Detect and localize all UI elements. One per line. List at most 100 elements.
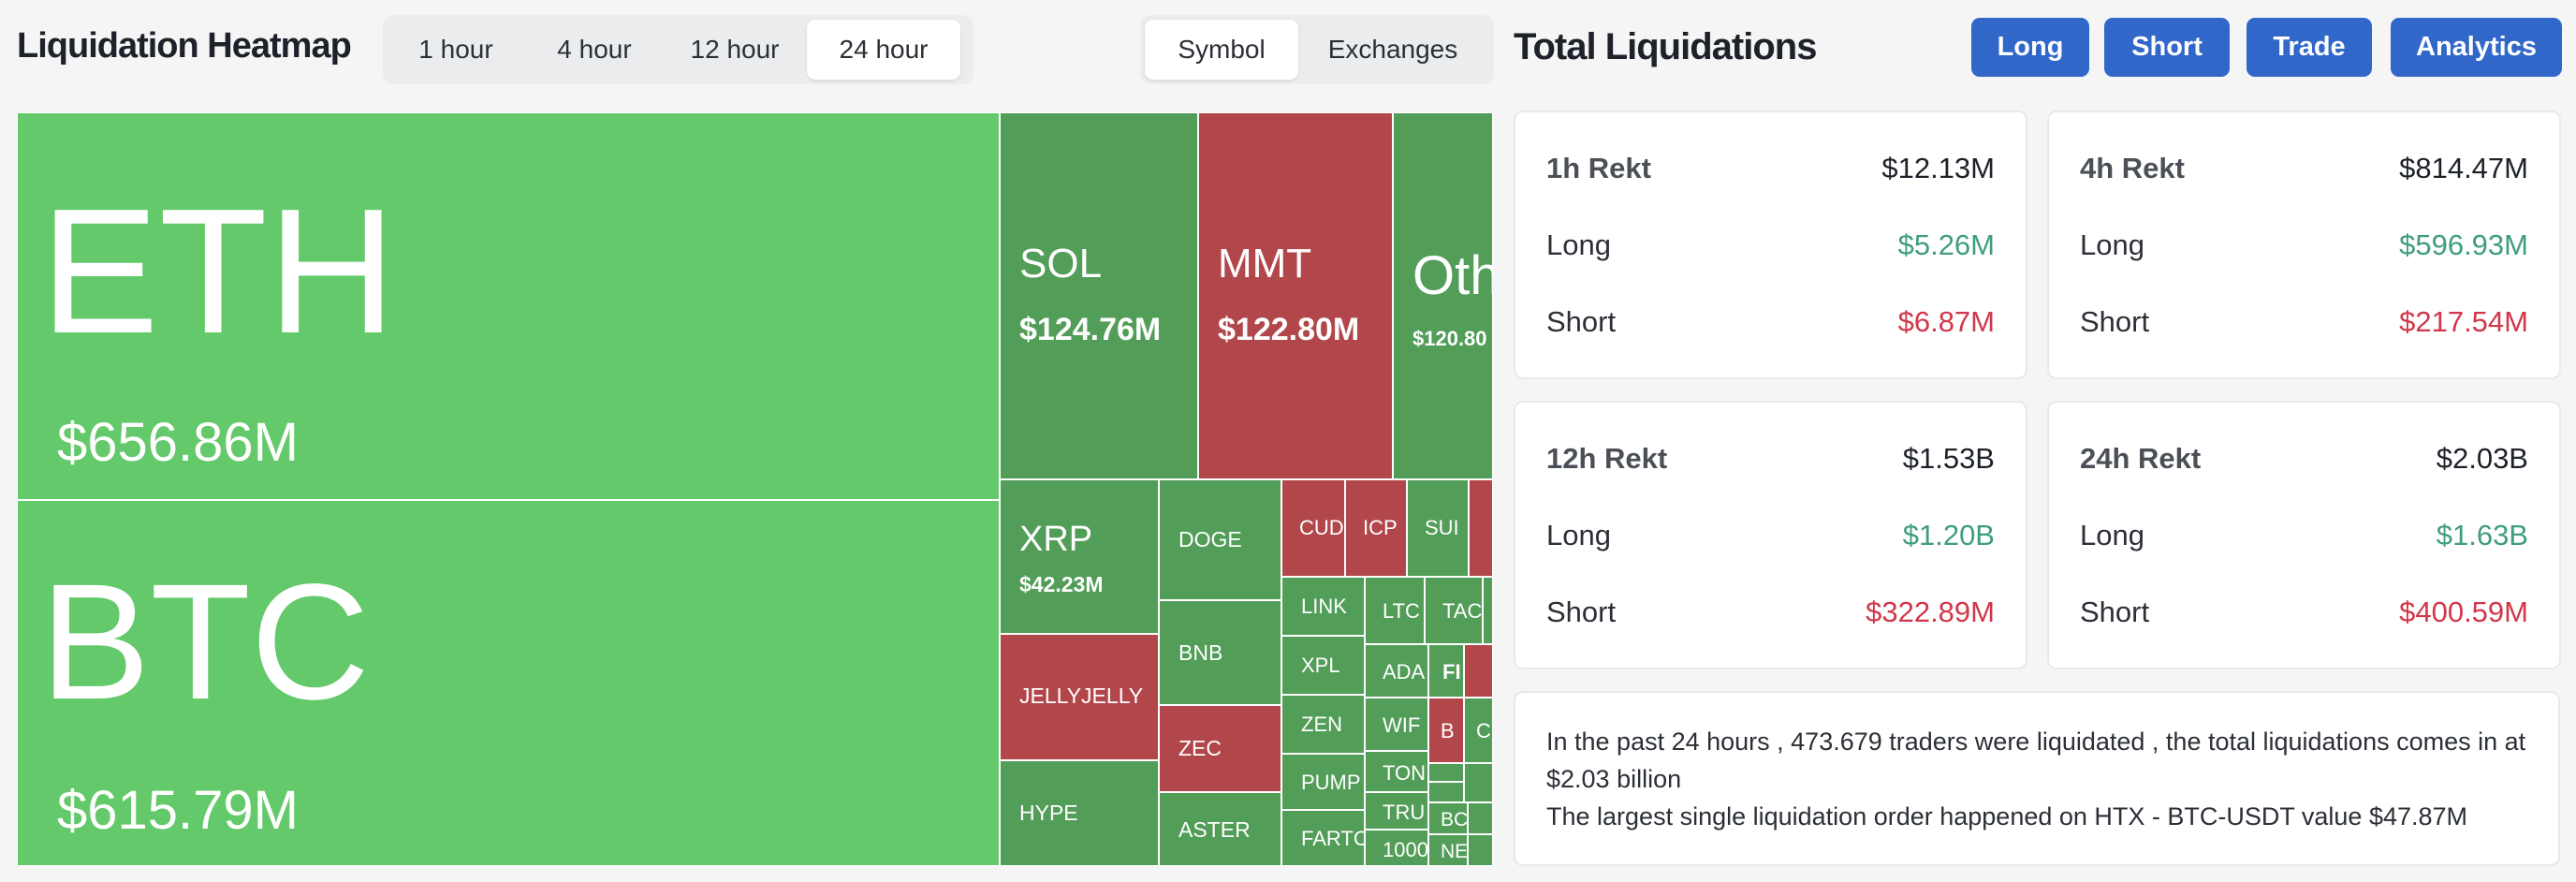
- tile-name: SUI: [1425, 516, 1459, 539]
- tile-unlabeled-short[interactable]: [1464, 644, 1493, 698]
- tile-c[interactable]: C: [1464, 698, 1493, 763]
- tile-name: ICP: [1363, 516, 1398, 539]
- tile-name: TON: [1383, 761, 1427, 785]
- short-value: $217.54M: [2399, 305, 2528, 338]
- rekt-card-4h: 4h Rekt $814.47M Long $596.93M Short $217.5…: [2047, 110, 2561, 379]
- tile-name: TAC: [1442, 599, 1483, 623]
- tile-fi[interactable]: FI: [1428, 644, 1464, 698]
- tile-value: $124.76M: [1019, 312, 1162, 347]
- tile-name: FARTC: [1301, 827, 1365, 850]
- rekt-card-12h: 12h Rekt $1.53B Long $1.20B Short $322.89M: [1514, 401, 2027, 669]
- tile-xrp[interactable]: XRP $42.23M: [1000, 479, 1159, 634]
- tile-name: B: [1441, 719, 1455, 742]
- tile-zec[interactable]: ZEC: [1159, 705, 1281, 792]
- tile-name: PUMP: [1301, 771, 1361, 794]
- mode-symbol[interactable]: Symbol: [1145, 20, 1298, 80]
- long-label: Long: [1546, 228, 1611, 261]
- short-value: $322.89M: [1866, 595, 1995, 628]
- tile-wif[interactable]: WIF: [1365, 698, 1428, 751]
- tile-zen[interactable]: ZEN: [1281, 695, 1365, 754]
- tile-pump[interactable]: PUMP: [1281, 754, 1365, 810]
- tile-xpl[interactable]: XPL: [1281, 636, 1365, 695]
- tile-ltc[interactable]: LTC: [1365, 577, 1425, 644]
- tile-tac[interactable]: TAC: [1425, 577, 1483, 644]
- tile-b[interactable]: B: [1428, 698, 1464, 763]
- tile-value: $122.80M: [1218, 312, 1360, 347]
- view-mode-selector: Symbol Exchanges: [1140, 15, 1494, 84]
- largest-order-text: The largest single liquidation order hap…: [1546, 802, 2468, 831]
- tile-value: $120.80: [1412, 327, 1487, 350]
- tile-sui[interactable]: SUI: [1407, 479, 1469, 577]
- short-label: Short: [2080, 305, 2150, 338]
- tile-unlabeled[interactable]: [1428, 782, 1464, 802]
- tile-name: BNB: [1178, 640, 1223, 665]
- tile-hype[interactable]: HYPE: [1000, 760, 1159, 866]
- card-total: $1.53B: [1902, 442, 1995, 475]
- total-liquidations-title: Total Liquidations: [1514, 26, 1817, 67]
- tile-sol[interactable]: SOL $124.76M: [1000, 112, 1198, 479]
- long-value: $596.93M: [2399, 228, 2528, 261]
- tile-bnb[interactable]: BNB: [1159, 600, 1281, 705]
- timeframe-1-hour[interactable]: 1 hour: [418, 35, 493, 64]
- tile-eth[interactable]: ETH $656.86M: [17, 112, 1000, 500]
- short-value: $6.87M: [1897, 305, 1995, 338]
- tile-name: 1000: [1383, 838, 1428, 861]
- timeframe-24-hour[interactable]: 24 hour: [807, 20, 960, 80]
- tile-doge[interactable]: DOGE: [1159, 479, 1281, 600]
- tile-mmt[interactable]: MMT $122.80M: [1198, 112, 1393, 479]
- short-button[interactable]: Short: [2104, 18, 2230, 77]
- trade-button[interactable]: Trade: [2247, 18, 2372, 77]
- card-label: 12h Rekt: [1546, 442, 1668, 475]
- analytics-button[interactable]: Analytics: [2391, 18, 2562, 77]
- tile-unlabeled[interactable]: [1428, 763, 1464, 782]
- timeframe-4-hour[interactable]: 4 hour: [557, 35, 632, 64]
- tile-jellyjelly[interactable]: JELLYJELLY: [1000, 634, 1159, 760]
- tile-ne[interactable]: NE: [1428, 834, 1468, 866]
- tile-ada[interactable]: ADA: [1365, 644, 1428, 698]
- tile-unlabeled[interactable]: [1464, 763, 1493, 802]
- card-label: 4h Rekt: [2080, 152, 2185, 184]
- long-button[interactable]: Long: [1971, 18, 2089, 77]
- tile-name: DOGE: [1178, 527, 1242, 551]
- summary-text: In the past 24 hours , 473.679 traders w…: [1546, 728, 2526, 793]
- tile-name: BC: [1441, 809, 1468, 831]
- tile-value: $615.79M: [57, 780, 299, 841]
- long-label: Long: [1546, 519, 1611, 551]
- tile-link[interactable]: LINK: [1281, 577, 1365, 636]
- tile-unlabeled[interactable]: [1468, 834, 1493, 866]
- tile-1000[interactable]: 1000: [1365, 830, 1428, 866]
- tile-name: ETH: [40, 172, 396, 371]
- card-label: 24h Rekt: [2080, 442, 2202, 475]
- tile-ton[interactable]: TON: [1365, 751, 1428, 792]
- tile-fartcoin[interactable]: FARTC: [1281, 810, 1365, 866]
- card-total: $12.13M: [1881, 152, 1995, 184]
- tile-name: NE: [1441, 841, 1468, 862]
- long-value: $1.63B: [2436, 519, 2528, 551]
- liquidation-summary: In the past 24 hours , 473.679 traders w…: [1514, 691, 2560, 866]
- tile-name: C: [1476, 719, 1491, 742]
- tile-value: $656.86M: [57, 412, 299, 473]
- tile-name: MMT: [1218, 241, 1312, 287]
- tile-icp[interactable]: ICP: [1345, 479, 1407, 577]
- tile-name: LINK: [1301, 595, 1347, 618]
- tile-btc[interactable]: BTC $615.79M: [17, 500, 1000, 866]
- tile-name: CUD: [1299, 516, 1344, 539]
- short-label: Short: [1546, 595, 1617, 628]
- tile-name: TRU: [1383, 801, 1426, 824]
- tile-others[interactable]: Oth $120.80: [1393, 112, 1493, 479]
- tile-cud[interactable]: CUD: [1281, 479, 1345, 577]
- tile-tru[interactable]: TRU: [1365, 792, 1428, 830]
- tile-aster[interactable]: ASTER: [1159, 792, 1281, 866]
- short-value: $400.59M: [2399, 595, 2528, 628]
- long-label: Long: [2080, 519, 2144, 551]
- tile-name: WIF: [1383, 713, 1421, 737]
- tile-unlabeled[interactable]: [1483, 577, 1493, 644]
- tile-unlabeled[interactable]: [1468, 802, 1493, 834]
- timeframe-12-hour[interactable]: 12 hour: [690, 35, 780, 64]
- long-value: $1.20B: [1902, 519, 1995, 551]
- mode-exchanges[interactable]: Exchanges: [1327, 35, 1458, 64]
- tile-unlabeled-short[interactable]: [1469, 479, 1493, 577]
- tile-bc[interactable]: BC: [1428, 802, 1468, 834]
- tile-name: ADA: [1383, 660, 1426, 684]
